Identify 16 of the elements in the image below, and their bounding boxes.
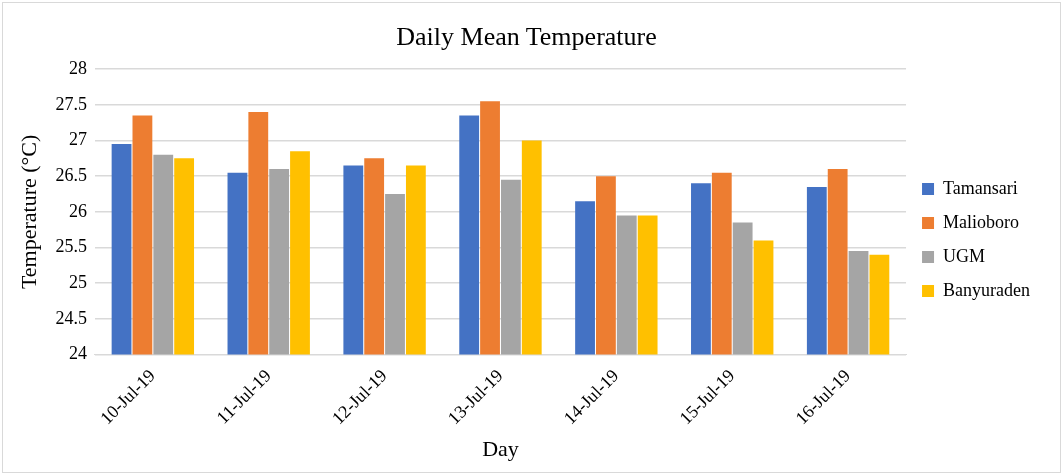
legend-label: Malioboro	[943, 211, 1020, 232]
chart-title: Daily Mean Temperature	[396, 22, 657, 52]
y-tick-label: 26	[68, 200, 87, 221]
x-axis-title: Day	[482, 435, 519, 461]
y-tick-label: 27.5	[55, 93, 87, 114]
y-tick-label: 28	[68, 57, 87, 78]
y-tick-label: 24	[68, 343, 87, 364]
y-tick-label: 26.5	[55, 164, 87, 185]
legend-label: Banyuraden	[943, 279, 1030, 300]
y-axis-title: Temperature (°C)	[15, 134, 41, 290]
y-tick-label: 25	[68, 271, 87, 292]
y-tick-label: 24.5	[55, 307, 87, 328]
y-tick-label: 25.5	[55, 236, 87, 257]
legend-label: Tamansari	[943, 177, 1018, 198]
y-tick-label: 27	[68, 129, 87, 150]
legend-label: UGM	[943, 245, 986, 266]
